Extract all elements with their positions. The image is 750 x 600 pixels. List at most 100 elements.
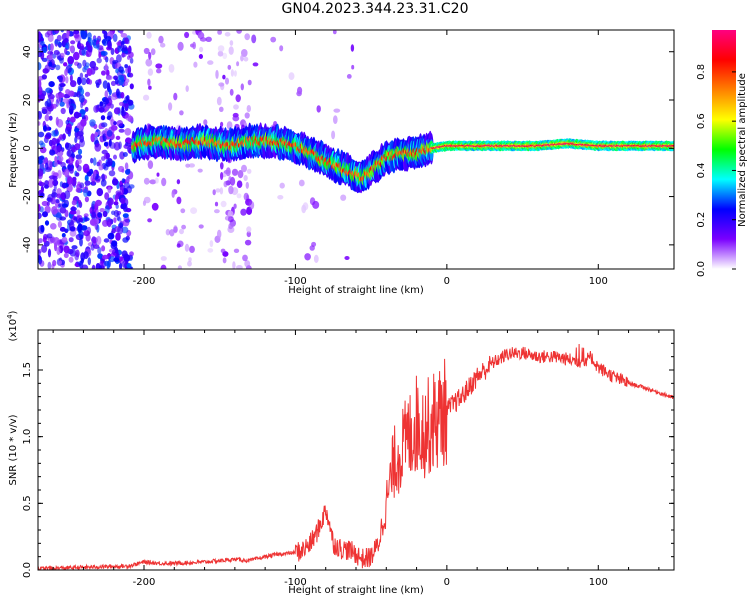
y-tick-label: 1.5 [22,362,33,378]
spectrogram-cell [198,224,204,229]
spectrogram-cell [333,115,338,124]
spectrogram-cell [126,263,132,269]
spectrogram-cell [38,121,41,126]
spectrogram-cell [120,40,125,45]
spectrogram-cell [247,79,252,86]
spectrogram-cell [236,265,243,269]
spectrogram-cell [124,128,132,136]
spectrogram-cell [38,131,45,138]
spectrogram-cell [105,35,112,42]
spectrogram-heatmap [38,30,674,269]
spectrogram-cell [61,182,69,189]
spectrogram-cell [118,128,125,133]
x-tick-label: -200 [133,577,156,588]
spectrogram-cell [80,101,84,109]
spectrogram-cell [80,118,87,127]
spectrogram-cell [69,116,76,123]
spectrogram-cell [64,228,69,234]
spectrogram-cell [38,156,45,161]
spectrogram-cell [57,169,62,179]
spectrogram-cell [110,94,118,101]
spectrogram-cell [56,118,64,128]
spectrogram-cell [65,142,72,151]
spectrogram-cell [143,177,150,185]
x-tick-label: 100 [589,276,608,287]
spectrogram-cell [87,257,92,266]
spectrogram-cell [246,168,252,174]
spectrogram-cell [125,67,130,74]
spectrogram-cell [205,36,212,42]
spectrogram-cell [44,205,51,214]
spectrogram-cell [220,248,226,254]
spectrogram-cell [168,64,175,73]
spectrogram-cell [217,45,225,52]
spectrogram-x-label: Height of straight line (km) [288,285,424,296]
spectrogram-cell [49,149,56,156]
spectrogram-cell [79,72,84,79]
y-tick-label: 1.0 [22,429,33,445]
y-tick-label: 40 [22,45,33,58]
spectrogram-cell [185,85,189,92]
spectrogram-cell [78,217,84,223]
spectrogram-cell [67,176,73,185]
spectrogram-cell [80,30,88,40]
spectrogram-cell [87,44,93,53]
spectrogram-cell [71,245,78,250]
spectrogram-cell [47,178,54,188]
figure-title: GN04.2023.344.23.31.C20 [281,1,469,17]
spectrogram-cell [38,170,43,180]
spectrogram-cell [106,129,113,137]
y-tick-label: 0.0 [22,562,33,578]
spectrogram-cell [59,134,64,140]
spectrogram-cell [246,231,251,238]
spectrogram-cell [309,245,315,251]
spectrogram-cell [65,76,69,84]
spectrogram-cell [181,224,187,230]
spectrogram-cell [124,114,132,121]
spectrogram-cell [115,190,122,196]
spectrogram-cell [53,237,60,246]
spectrogram-cell [76,165,82,172]
spectrogram-cell [110,252,117,257]
spectrogram-cell [46,201,50,207]
spectrogram-cell [218,82,225,87]
spectrogram-cell [97,212,102,218]
spectrogram-cell [128,45,132,54]
spectrogram-cell [301,204,307,214]
spectrogram-cell [70,40,76,45]
spectrogram-cell [98,265,102,269]
spectrogram-cell [108,138,112,147]
spectrogram-cell [242,254,248,262]
spectrogram-cell [143,47,150,55]
spectrogram-cell [46,30,53,36]
spectrogram-cell [123,254,131,262]
spectrogram-cell [41,57,48,63]
spectrogram-cell [45,87,52,94]
spectrogram-cell [42,211,48,218]
spectrogram-cell [99,208,105,213]
spectrogram-cell [48,175,56,180]
spectrogram-cell [84,174,89,182]
spectrogram-cell [89,119,96,127]
spectrogram-cell [103,141,109,147]
spectrogram-cell [106,218,112,228]
spectrogram-cell [38,212,42,220]
spectrogram-cell [121,52,125,58]
spectrogram-cell [56,246,61,255]
spectrogram-cell [77,62,82,69]
spectrogram-cell [113,107,121,115]
spectrogram-cell [77,112,82,118]
spectrogram-cell [241,164,247,173]
spectrogram-cell [120,197,126,204]
snr-background [38,330,674,570]
spectrogram-cell [74,136,78,144]
spectrogram-cell [226,121,233,130]
spectrogram-cell [54,128,59,135]
spectrogram-cell [91,203,95,211]
spectrogram-cell [65,89,71,95]
spectrogram-cell [97,253,103,259]
spectrogram-cell [38,238,41,245]
spectrogram-cell [89,60,97,69]
spectrogram-cell [89,38,93,47]
spectrogram-cell [86,68,93,76]
